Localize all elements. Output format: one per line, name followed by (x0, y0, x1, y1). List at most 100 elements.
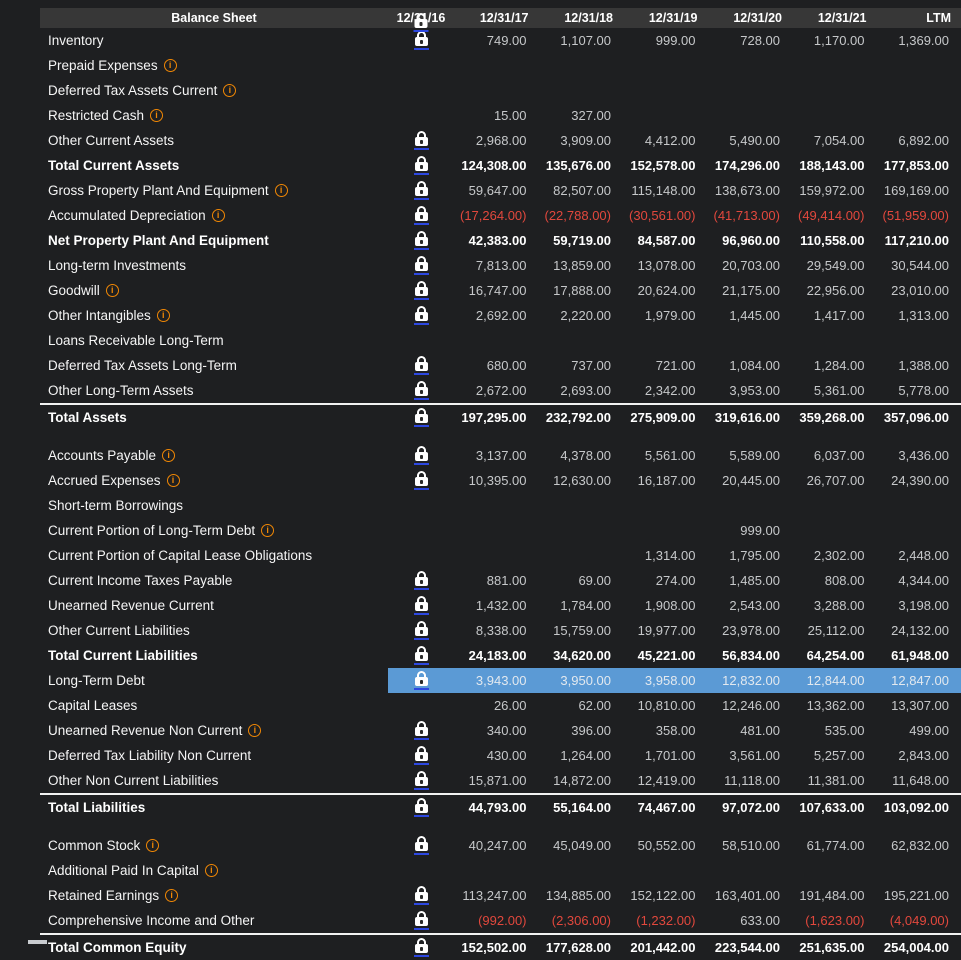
value-cell (877, 858, 961, 883)
lock-icon[interactable] (414, 281, 429, 300)
section-spacer (40, 430, 961, 443)
value-cell (877, 103, 961, 128)
lock-icon[interactable] (414, 621, 429, 640)
info-icon[interactable] (248, 724, 261, 737)
lock-icon[interactable] (414, 181, 429, 200)
lock-icon[interactable] (414, 771, 429, 790)
row-comprehensive-income-and-other[interactable]: Comprehensive Income and Other (992.00) … (40, 908, 961, 933)
lock-icon[interactable] (414, 256, 429, 275)
row-other-long-term-assets[interactable]: Other Long-Term Assets 2,672.00 2,693.00… (40, 378, 961, 403)
row-gross-property-plant-and-equipment[interactable]: Gross Property Plant And Equipment 59,64… (40, 178, 961, 203)
row-net-property-plant-and-equipment[interactable]: Net Property Plant And Equipment 42,383.… (40, 228, 961, 253)
row-capital-leases[interactable]: Capital Leases 26.00 62.00 10,810.00 12,… (40, 693, 961, 718)
lock-icon[interactable] (414, 836, 429, 855)
lock-icon[interactable] (414, 798, 429, 817)
lock-icon[interactable] (414, 156, 429, 175)
row-current-portion-of-long-term-debt[interactable]: Current Portion of Long-Term Debt 999.00 (40, 518, 961, 543)
row-total-current-assets[interactable]: Total Current Assets 124,308.00 135,676.… (40, 153, 961, 178)
row-current-income-taxes-payable[interactable]: Current Income Taxes Payable 881.00 69.0… (40, 568, 961, 593)
value-cell: 5,361.00 (792, 378, 877, 403)
row-label-cell: Short-term Borrowings (40, 498, 388, 513)
row-deferred-tax-assets-current[interactable]: Deferred Tax Assets Current (40, 78, 961, 103)
value-cell: 2,302.00 (792, 543, 877, 568)
info-icon[interactable] (162, 449, 175, 462)
value-cell (877, 78, 961, 103)
row-label-cell: Total Assets (40, 410, 388, 425)
value-cell: 1,313.00 (877, 303, 961, 328)
info-icon[interactable] (157, 309, 170, 322)
lock-icon[interactable] (414, 571, 429, 590)
row-other-non-current-liabilities[interactable]: Other Non Current Liabilities 15,871.00 … (40, 768, 961, 793)
row-prepaid-expenses[interactable]: Prepaid Expenses (40, 53, 961, 78)
row-total-assets[interactable]: Total Assets 197,295.00 232,792.00 275,9… (40, 405, 961, 430)
lock-icon[interactable] (414, 231, 429, 250)
value-cell (539, 858, 624, 883)
info-icon[interactable] (212, 209, 225, 222)
row-accrued-expenses[interactable]: Accrued Expenses 10,395.00 12,630.00 16,… (40, 468, 961, 493)
lock-icon[interactable] (414, 721, 429, 740)
lock-icon[interactable] (414, 938, 429, 957)
lock-icon[interactable] (414, 646, 429, 665)
info-icon[interactable] (106, 284, 119, 297)
row-other-current-liabilities[interactable]: Other Current Liabilities 8,338.00 15,75… (40, 618, 961, 643)
row-common-stock[interactable]: Common Stock 40,247.00 45,049.00 50,552.… (40, 833, 961, 858)
info-icon[interactable] (167, 474, 180, 487)
value-cell: 1,784.00 (539, 593, 624, 618)
info-icon[interactable] (205, 864, 218, 877)
row-total-liabilities[interactable]: Total Liabilities 44,793.00 55,164.00 74… (40, 795, 961, 820)
info-icon[interactable] (165, 889, 178, 902)
row-loans-receivable-long-term[interactable]: Loans Receivable Long-Term (40, 328, 961, 353)
lock-icon[interactable] (414, 746, 429, 765)
row-label-cell: Current Portion of Capital Lease Obligat… (40, 548, 388, 563)
lock-icon[interactable] (414, 31, 429, 50)
info-icon[interactable] (146, 839, 159, 852)
header-lock-icon[interactable] (414, 13, 429, 32)
value-cell (877, 518, 961, 543)
lock-icon[interactable] (414, 131, 429, 150)
row-total-current-liabilities[interactable]: Total Current Liabilities 24,183.00 34,6… (40, 643, 961, 668)
row-accumulated-depreciation[interactable]: Accumulated Depreciation (17,264.00) (22… (40, 203, 961, 228)
row-label-cell: Total Current Liabilities (40, 648, 388, 663)
row-restricted-cash[interactable]: Restricted Cash 15.00 327.00 (40, 103, 961, 128)
row-short-term-borrowings[interactable]: Short-term Borrowings (40, 493, 961, 518)
value-cell: 152,502.00 (454, 935, 539, 960)
value-cell: 135,676.00 (539, 153, 624, 178)
lock-icon[interactable] (414, 886, 429, 905)
row-retained-earnings[interactable]: Retained Earnings 113,247.00 134,885.00 … (40, 883, 961, 908)
row-deferred-tax-assets-long-term[interactable]: Deferred Tax Assets Long-Term 680.00 737… (40, 353, 961, 378)
info-icon[interactable] (275, 184, 288, 197)
lock-icon[interactable] (414, 408, 429, 427)
row-label-cell: Other Current Liabilities (40, 623, 388, 638)
row-other-intangibles[interactable]: Other Intangibles 2,692.00 2,220.00 1,97… (40, 303, 961, 328)
value-cell: 12,847.00 (877, 668, 961, 693)
row-unearned-revenue-current[interactable]: Unearned Revenue Current 1,432.00 1,784.… (40, 593, 961, 618)
row-current-portion-of-capital-lease-obligations[interactable]: Current Portion of Capital Lease Obligat… (40, 543, 961, 568)
value-cell: 2,693.00 (539, 378, 624, 403)
lock-icon[interactable] (414, 596, 429, 615)
row-long-term-investments[interactable]: Long-term Investments 7,813.00 13,859.00… (40, 253, 961, 278)
info-icon[interactable] (223, 84, 236, 97)
row-additional-paid-in-capital[interactable]: Additional Paid In Capital (40, 858, 961, 883)
lock-icon[interactable] (414, 306, 429, 325)
row-long-term-debt[interactable]: Long-Term Debt 3,943.00 3,950.00 3,958.0… (40, 668, 961, 693)
row-total-common-equity[interactable]: Total Common Equity 152,502.00 177,628.0… (40, 935, 961, 960)
info-icon[interactable] (164, 59, 177, 72)
row-goodwill[interactable]: Goodwill 16,747.00 17,888.00 20,624.00 2… (40, 278, 961, 303)
lock-icon[interactable] (414, 206, 429, 225)
row-unearned-revenue-non-current[interactable]: Unearned Revenue Non Current 340.00 396.… (40, 718, 961, 743)
info-icon[interactable] (261, 524, 274, 537)
lock-icon[interactable] (414, 446, 429, 465)
lock-icon[interactable] (414, 911, 429, 930)
row-inventory[interactable]: Inventory 749.00 1,107.00 999.00 728.00 … (40, 28, 961, 53)
info-icon[interactable] (150, 109, 163, 122)
locked-value-cell (388, 53, 454, 78)
value-cell: 3,958.00 (623, 668, 708, 693)
lock-icon[interactable] (414, 356, 429, 375)
lock-icon[interactable] (414, 381, 429, 400)
lock-icon[interactable] (414, 671, 429, 690)
row-accounts-payable[interactable]: Accounts Payable 3,137.00 4,378.00 5,561… (40, 443, 961, 468)
row-deferred-tax-liability-non-current[interactable]: Deferred Tax Liability Non Current 430.0… (40, 743, 961, 768)
value-cell: 4,412.00 (623, 128, 708, 153)
lock-icon[interactable] (414, 471, 429, 490)
row-other-current-assets[interactable]: Other Current Assets 2,968.00 3,909.00 4… (40, 128, 961, 153)
